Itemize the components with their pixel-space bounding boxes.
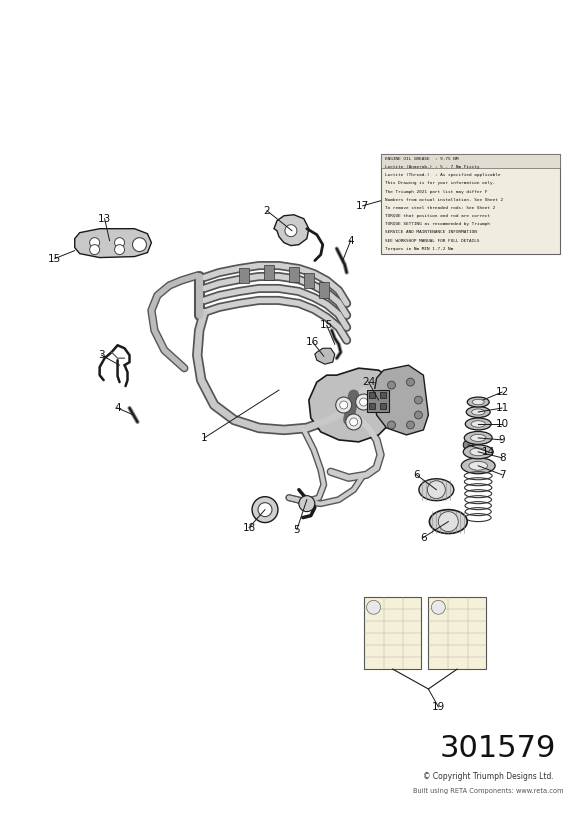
Text: 4: 4 bbox=[347, 236, 354, 246]
Circle shape bbox=[427, 480, 445, 499]
Circle shape bbox=[360, 398, 368, 406]
Text: Loctite (Anaerob.) : 5 - 7 Nm Fixity: Loctite (Anaerob.) : 5 - 7 Nm Fixity bbox=[385, 165, 479, 169]
Ellipse shape bbox=[461, 458, 495, 474]
Ellipse shape bbox=[471, 421, 485, 427]
Ellipse shape bbox=[430, 509, 467, 534]
Ellipse shape bbox=[472, 409, 485, 415]
Bar bbox=[289, 266, 299, 283]
Text: 24: 24 bbox=[362, 377, 375, 387]
Circle shape bbox=[90, 245, 100, 255]
Bar bbox=[319, 283, 329, 298]
Text: 7: 7 bbox=[499, 470, 505, 480]
Text: 11: 11 bbox=[496, 403, 509, 413]
Text: SERVICE AND MAINTENANCE INFORMATION: SERVICE AND MAINTENANCE INFORMATION bbox=[385, 231, 476, 235]
Bar bbox=[264, 265, 274, 280]
Bar bbox=[367, 390, 388, 412]
Text: 17: 17 bbox=[356, 201, 369, 211]
Ellipse shape bbox=[472, 400, 484, 405]
Text: The Triumph 2021 part list may differ F: The Triumph 2021 part list may differ F bbox=[385, 190, 487, 194]
Text: Built using RETA Components: www.reta.com: Built using RETA Components: www.reta.co… bbox=[413, 788, 563, 794]
Text: 1: 1 bbox=[201, 433, 208, 443]
Circle shape bbox=[388, 382, 395, 389]
Bar bbox=[381, 154, 560, 168]
Text: 301579: 301579 bbox=[440, 734, 556, 763]
Ellipse shape bbox=[463, 445, 493, 459]
Circle shape bbox=[90, 237, 100, 248]
Text: 2: 2 bbox=[264, 206, 271, 216]
Text: This Drawing is for your information only.: This Drawing is for your information onl… bbox=[385, 181, 495, 185]
Text: 10: 10 bbox=[496, 419, 509, 429]
Text: ENGINE OIL GREASE  : 9.75 NM: ENGINE OIL GREASE : 9.75 NM bbox=[385, 157, 458, 161]
Text: Torques in Nm MIN 1.7-2 Nm: Torques in Nm MIN 1.7-2 Nm bbox=[385, 247, 453, 250]
Circle shape bbox=[258, 503, 272, 517]
Circle shape bbox=[415, 411, 423, 419]
Circle shape bbox=[463, 440, 473, 450]
Text: © Copyright Triumph Designs Ltd.: © Copyright Triumph Designs Ltd. bbox=[423, 772, 553, 781]
Text: Loctite (Thread.)  : As specified applicable: Loctite (Thread.) : As specified applica… bbox=[385, 173, 500, 177]
Bar bbox=[429, 597, 486, 669]
Circle shape bbox=[340, 401, 347, 409]
Circle shape bbox=[346, 414, 361, 430]
Ellipse shape bbox=[470, 448, 486, 456]
Circle shape bbox=[415, 396, 423, 404]
Circle shape bbox=[356, 394, 371, 410]
Text: 15: 15 bbox=[320, 321, 333, 330]
Polygon shape bbox=[274, 215, 309, 246]
Bar bbox=[304, 273, 314, 288]
Text: 6: 6 bbox=[420, 532, 427, 542]
Bar bbox=[364, 597, 422, 669]
Polygon shape bbox=[315, 349, 335, 364]
Circle shape bbox=[367, 601, 381, 614]
Text: 14: 14 bbox=[482, 447, 495, 456]
Text: 8: 8 bbox=[499, 453, 505, 463]
Ellipse shape bbox=[469, 461, 487, 471]
Ellipse shape bbox=[467, 397, 489, 407]
Circle shape bbox=[252, 497, 278, 522]
Bar bbox=[381, 154, 560, 254]
Text: 15: 15 bbox=[48, 254, 61, 264]
Polygon shape bbox=[75, 229, 152, 258]
Text: 13: 13 bbox=[98, 213, 111, 224]
Circle shape bbox=[336, 397, 352, 413]
Text: Numbers from actual installation. See Sheet 2: Numbers from actual installation. See Sh… bbox=[385, 198, 503, 202]
Circle shape bbox=[431, 601, 445, 614]
Ellipse shape bbox=[419, 479, 454, 501]
Bar bbox=[380, 403, 385, 409]
Bar bbox=[368, 403, 375, 409]
Circle shape bbox=[115, 245, 125, 255]
Text: 18: 18 bbox=[243, 522, 256, 532]
Text: SEE WORKSHOP MANUAL FOR FULL DETAILS: SEE WORKSHOP MANUAL FOR FULL DETAILS bbox=[385, 239, 479, 242]
Bar bbox=[239, 268, 249, 283]
Ellipse shape bbox=[465, 418, 491, 430]
Ellipse shape bbox=[466, 406, 490, 418]
Circle shape bbox=[285, 225, 297, 236]
Circle shape bbox=[299, 496, 315, 512]
Text: 16: 16 bbox=[306, 337, 319, 347]
Text: To remove steel threaded rods: See Sheet 2: To remove steel threaded rods: See Sheet… bbox=[385, 206, 495, 210]
Circle shape bbox=[115, 237, 125, 248]
Text: 19: 19 bbox=[432, 702, 445, 712]
Ellipse shape bbox=[470, 434, 486, 442]
Circle shape bbox=[350, 418, 357, 426]
Bar bbox=[380, 392, 385, 398]
Text: 5: 5 bbox=[294, 525, 300, 535]
Text: 4: 4 bbox=[114, 403, 121, 413]
Polygon shape bbox=[374, 365, 429, 435]
Text: 12: 12 bbox=[496, 387, 509, 397]
Circle shape bbox=[388, 421, 395, 429]
Text: TORQUE SETTING as recommended by Triumph: TORQUE SETTING as recommended by Triumph bbox=[385, 222, 490, 227]
Bar bbox=[368, 392, 375, 398]
Circle shape bbox=[406, 421, 415, 429]
Text: 9: 9 bbox=[499, 435, 505, 445]
Ellipse shape bbox=[464, 432, 492, 444]
Text: 3: 3 bbox=[99, 350, 105, 360]
Circle shape bbox=[132, 237, 146, 251]
Circle shape bbox=[406, 378, 415, 386]
Text: TORQUE that position and rod are correct: TORQUE that position and rod are correct bbox=[385, 214, 490, 218]
Circle shape bbox=[438, 512, 458, 531]
Text: 6: 6 bbox=[413, 470, 420, 480]
Polygon shape bbox=[309, 368, 399, 442]
